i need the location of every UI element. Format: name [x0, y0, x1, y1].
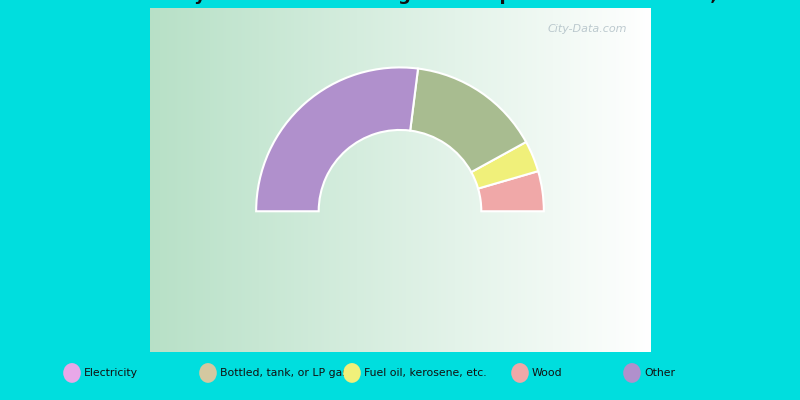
Title: Most commonly used house heating fuel in apartments in Lostine, OR: Most commonly used house heating fuel in…: [47, 0, 753, 4]
Wedge shape: [478, 171, 544, 211]
Text: Fuel oil, kerosene, etc.: Fuel oil, kerosene, etc.: [364, 368, 486, 378]
Ellipse shape: [63, 363, 81, 383]
Ellipse shape: [199, 363, 217, 383]
Wedge shape: [410, 68, 526, 172]
Text: City-Data.com: City-Data.com: [547, 24, 626, 34]
Wedge shape: [256, 68, 418, 211]
Text: Bottled, tank, or LP gas: Bottled, tank, or LP gas: [220, 368, 348, 378]
Ellipse shape: [623, 363, 641, 383]
Text: Wood: Wood: [532, 368, 562, 378]
Wedge shape: [471, 142, 538, 188]
Ellipse shape: [511, 363, 529, 383]
Ellipse shape: [343, 363, 361, 383]
Text: Electricity: Electricity: [84, 368, 138, 378]
Text: Other: Other: [644, 368, 675, 378]
